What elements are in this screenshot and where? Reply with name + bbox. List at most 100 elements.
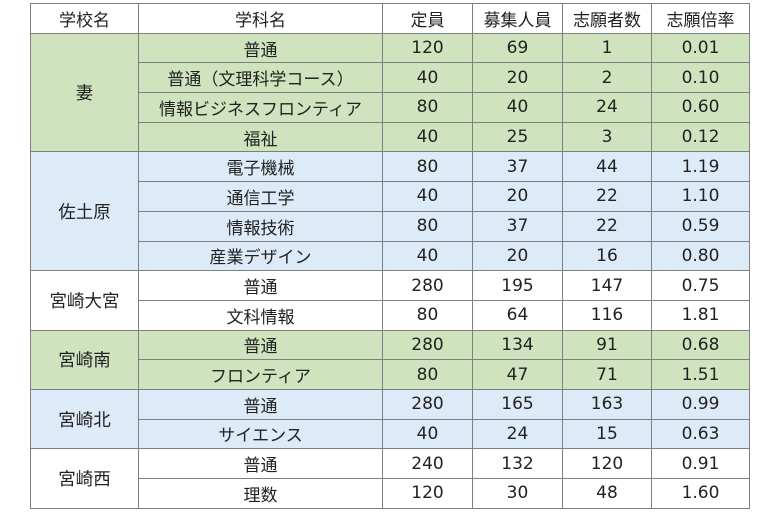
ratio-cell: 0.80 bbox=[651, 240, 750, 272]
recruit-cell: 30 bbox=[472, 478, 563, 509]
capacity-cell: 80 bbox=[382, 359, 473, 390]
table-row: 妻普通 120 69 1 0.01 bbox=[30, 32, 750, 153]
recruit-cell: 20 bbox=[472, 181, 563, 212]
table-row: 宮崎大宮 普通 280 195 147 0.75 bbox=[30, 270, 750, 331]
ratio-cell: 0.99 bbox=[651, 388, 750, 420]
recruit-cell: 165 bbox=[472, 388, 563, 420]
school-name-cell: 宮崎南 bbox=[30, 329, 139, 390]
capacity-cell: 240 bbox=[382, 448, 473, 479]
table-row: 宮崎西 普通 240 132 120 0.91 bbox=[30, 448, 750, 509]
capacity-cell: 120 bbox=[382, 32, 473, 64]
recruit-cell: 69 bbox=[472, 32, 563, 64]
recruit-cell: 195 bbox=[472, 270, 563, 301]
ratio-cell: 0.75 bbox=[651, 270, 750, 301]
recruit-cell: 37 bbox=[472, 151, 563, 183]
capacity-cell: 40 bbox=[382, 121, 473, 153]
ratio-cell: 0.12 bbox=[651, 121, 750, 153]
department-cell: 通信工学 bbox=[138, 181, 383, 212]
applicants-cell: 22 bbox=[562, 181, 652, 212]
capacity-cell: 40 bbox=[382, 62, 473, 94]
table-row: 情報技術 80 37 22 0.59 bbox=[31, 210, 750, 242]
applicants-cell: 116 bbox=[562, 299, 652, 331]
school-name-cell: 宮崎大宮 bbox=[30, 270, 139, 331]
ratio-cell: 0.63 bbox=[651, 418, 750, 450]
department-cell: フロンティア bbox=[138, 359, 383, 390]
admissions-table-sheet: 学校名 学科名 定員 募集人員 志願者数 志願倍率 妻普通 120 69 1 0.01 普… bbox=[30, 3, 750, 509]
ratio-cell: 0.91 bbox=[651, 448, 750, 479]
department-cell: サイエンス bbox=[138, 418, 383, 450]
capacity-cell: 40 bbox=[382, 418, 473, 450]
table-row: 文科情報 80 64 116 1.81 bbox=[31, 299, 750, 331]
recruit-cell: 64 bbox=[472, 299, 563, 331]
recruit-cell: 20 bbox=[472, 240, 563, 272]
applicants-cell: 16 bbox=[562, 240, 652, 272]
department-cell: 普通 bbox=[138, 388, 383, 420]
department-cell: 普通 bbox=[138, 329, 383, 361]
applicants-cell: 2 bbox=[562, 62, 652, 94]
applicants-cell: 24 bbox=[562, 92, 652, 123]
department-cell: 情報ビジネスフロンティア bbox=[138, 92, 383, 123]
capacity-cell: 40 bbox=[382, 181, 473, 212]
header-applicants: 志願者数 bbox=[562, 3, 652, 34]
applicants-cell: 91 bbox=[562, 329, 652, 361]
table-row: 通信工学 40 20 22 1.10 bbox=[31, 181, 750, 212]
header-capacity: 定員 bbox=[382, 3, 473, 34]
ratio-cell: 0.59 bbox=[651, 210, 750, 242]
ratio-cell: 1.51 bbox=[651, 359, 750, 390]
capacity-cell: 80 bbox=[382, 92, 473, 123]
table-row: 情報ビジネスフロンティア 80 40 24 0.60 bbox=[31, 92, 750, 123]
header-recruit: 募集人員 bbox=[472, 3, 563, 34]
department-cell: 福祉 bbox=[138, 121, 383, 153]
applicants-cell: 1 bbox=[562, 32, 652, 64]
table-row: 佐土原 電子機械 80 37 44 1.19 bbox=[30, 151, 750, 272]
capacity-cell: 280 bbox=[382, 329, 473, 361]
recruit-cell: 24 bbox=[472, 418, 563, 450]
applicants-cell: 71 bbox=[562, 359, 652, 390]
capacity-cell: 120 bbox=[382, 478, 473, 509]
capacity-cell: 280 bbox=[382, 270, 473, 301]
department-cell: 普通 bbox=[138, 32, 383, 64]
ratio-cell: 1.19 bbox=[651, 151, 750, 183]
recruit-cell: 37 bbox=[472, 210, 563, 242]
table-row: 理数 120 30 48 1.60 bbox=[31, 478, 750, 509]
capacity-cell: 80 bbox=[382, 299, 473, 331]
school-name-cell: 佐土原 bbox=[30, 151, 139, 272]
ratio-cell: 1.10 bbox=[651, 181, 750, 212]
school-name-cell: 妻 bbox=[30, 32, 139, 153]
table-row: 産業デザイン 40 20 16 0.80 bbox=[31, 240, 750, 272]
table-row: 宮崎南 普通 280 134 91 0.68 bbox=[30, 329, 750, 390]
ratio-cell: 1.60 bbox=[651, 478, 750, 509]
header-department: 学科名 bbox=[138, 3, 383, 34]
ratio-cell: 1.81 bbox=[651, 299, 750, 331]
capacity-cell: 40 bbox=[382, 240, 473, 272]
table-row: フロンティア 80 47 71 1.51 bbox=[31, 359, 750, 390]
recruit-cell: 40 bbox=[472, 92, 563, 123]
department-cell: 産業デザイン bbox=[138, 240, 383, 272]
department-cell: 理数 bbox=[138, 478, 383, 509]
applicants-cell: 120 bbox=[562, 448, 652, 479]
applicants-cell: 147 bbox=[562, 270, 652, 301]
recruit-cell: 25 bbox=[472, 121, 563, 153]
department-cell: 電子機械 bbox=[138, 151, 383, 183]
capacity-cell: 280 bbox=[382, 388, 473, 420]
recruit-cell: 20 bbox=[472, 62, 563, 94]
department-cell: 普通 bbox=[138, 270, 383, 301]
department-cell: 文科情報 bbox=[138, 299, 383, 331]
table-row: 普通（文理科学コース） 40 20 2 0.10 bbox=[31, 62, 750, 94]
capacity-cell: 80 bbox=[382, 210, 473, 242]
recruit-cell: 47 bbox=[472, 359, 563, 390]
applicants-cell: 15 bbox=[562, 418, 652, 450]
department-cell: 普通（文理科学コース） bbox=[138, 62, 383, 94]
table-row: サイエンス 40 24 15 0.63 bbox=[31, 418, 750, 450]
table-body: 妻普通 120 69 1 0.01 普通（文理科学コース） 40 20 2 0.10 情報ビジネスフ… bbox=[30, 32, 750, 509]
table-row: 福祉 40 25 3 0.12 bbox=[31, 121, 750, 153]
header-ratio: 志願倍率 bbox=[651, 3, 750, 34]
ratio-cell: 0.10 bbox=[651, 62, 750, 94]
applicants-cell: 48 bbox=[562, 478, 652, 509]
applicants-cell: 3 bbox=[562, 121, 652, 153]
recruit-cell: 134 bbox=[472, 329, 563, 361]
department-cell: 情報技術 bbox=[138, 210, 383, 242]
school-name-cell: 宮崎北 bbox=[30, 388, 139, 450]
recruit-cell: 132 bbox=[472, 448, 563, 479]
admissions-table: 学校名 学科名 定員 募集人員 志願者数 志願倍率 妻普通 120 69 1 0.01 普… bbox=[30, 3, 750, 509]
